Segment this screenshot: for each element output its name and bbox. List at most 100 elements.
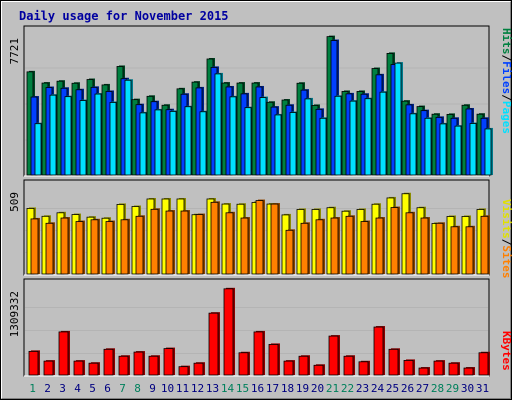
bar-sites-5	[90, 219, 99, 275]
bar-pages-14	[229, 96, 237, 176]
bar-kbytes-20	[313, 364, 324, 376]
bar-sites-28	[435, 222, 444, 275]
x-tick-label: 2	[44, 382, 51, 395]
x-tick-label: 31	[476, 382, 489, 395]
x-tick-label: 1	[29, 382, 36, 395]
bar-pages-7	[124, 79, 132, 176]
legend-sites-visits-part: Sites	[500, 245, 512, 278]
bar-pages-30	[469, 123, 477, 176]
bar-pages-25	[394, 62, 402, 176]
legend-pages-files-hits-part: Files	[500, 61, 512, 94]
x-tick-label: 15	[236, 382, 249, 395]
legend-pages-files-hits-part: /	[500, 94, 512, 101]
bar-kbytes-8	[133, 351, 144, 376]
panel-2-ymax-label: 1309332	[8, 291, 21, 337]
x-tick-label: 18	[281, 382, 294, 395]
chart-title: Daily usage for November 2015	[19, 9, 229, 23]
x-tick-label: 24	[371, 382, 385, 395]
bar-pages-19	[304, 98, 312, 176]
bar-pages-16	[259, 97, 267, 176]
panel-0-ymax-label: 7721	[8, 38, 21, 65]
bar-kbytes-22	[343, 355, 354, 376]
bar-sites-1	[30, 218, 39, 275]
bar-kbytes-14	[223, 288, 234, 376]
bar-sites-11	[180, 210, 189, 275]
bar-kbytes-5	[88, 362, 99, 376]
x-tick-label: 25	[386, 382, 399, 395]
bar-pages-26	[409, 113, 417, 176]
legend-sites-visits: Visits/Sites	[500, 199, 512, 279]
bar-pages-2	[49, 94, 57, 176]
bar-kbytes-2	[43, 360, 54, 376]
x-tick-label: 16	[251, 382, 264, 395]
bar-sites-31	[480, 215, 489, 275]
bar-kbytes-31	[478, 352, 489, 376]
bar-pages-1	[34, 123, 42, 176]
bar-sites-8	[135, 215, 144, 275]
bar-kbytes-17	[268, 344, 279, 376]
x-tick-label: 7	[119, 382, 126, 395]
bar-sites-16	[255, 200, 264, 275]
x-tick-label: 30	[461, 382, 474, 395]
bar-kbytes-13	[208, 312, 219, 376]
bar-pages-10	[169, 111, 177, 176]
x-tick-label: 9	[149, 382, 156, 395]
x-tick-label: 3	[59, 382, 66, 395]
bar-kbytes-15	[238, 352, 249, 376]
legend-pages-files-hits: Hits/Files/Pages	[500, 28, 512, 134]
bar-pages-3	[64, 96, 72, 176]
bar-kbytes-23	[358, 361, 369, 376]
bar-kbytes-24	[373, 326, 384, 376]
x-tick-label: 4	[74, 382, 81, 395]
panel-1-ymax-label: 509	[8, 192, 21, 212]
bar-pages-6	[109, 102, 117, 176]
x-tick-label: 22	[341, 382, 354, 395]
bar-pages-18	[289, 112, 297, 176]
bar-pages-29	[454, 125, 462, 176]
bar-kbytes-16	[253, 331, 264, 376]
bar-kbytes-19	[298, 355, 309, 376]
legend-pages-files-hits-part: Pages	[500, 101, 512, 134]
bar-pages-24	[379, 91, 387, 176]
x-tick-label: 6	[104, 382, 111, 395]
bar-pages-22	[349, 100, 357, 176]
bar-sites-30	[465, 226, 474, 275]
bar-kbytes-9	[148, 355, 159, 376]
bar-sites-7	[120, 219, 129, 275]
x-tick-label: 17	[266, 382, 279, 395]
x-tick-label: 26	[401, 382, 414, 395]
bar-kbytes-18	[283, 360, 294, 376]
bar-sites-22	[345, 215, 354, 275]
bar-pages-8	[139, 112, 147, 176]
legend-kbytes-part: KBytes	[500, 331, 512, 371]
bar-sites-10	[165, 210, 174, 275]
bar-sites-18	[285, 229, 294, 275]
bar-sites-15	[240, 217, 249, 275]
x-tick-label: 11	[176, 382, 189, 395]
x-tick-label: 27	[416, 382, 429, 395]
bar-sites-6	[105, 221, 114, 275]
bar-pages-21	[334, 95, 342, 176]
x-tick-label: 13	[206, 382, 219, 395]
x-tick-label: 19	[296, 382, 309, 395]
bar-pages-20	[319, 117, 327, 176]
bar-sites-20	[315, 219, 324, 275]
bar-kbytes-25	[388, 348, 399, 376]
bar-pages-28	[439, 123, 447, 176]
bar-kbytes-26	[403, 360, 414, 376]
x-tick-label: 12	[191, 382, 204, 395]
legend-sites-visits-part: /	[500, 239, 512, 246]
bar-pages-12	[199, 111, 207, 176]
bar-sites-4	[75, 221, 84, 275]
bar-pages-15	[244, 107, 252, 176]
bar-pages-4	[79, 100, 87, 176]
bar-sites-17	[270, 203, 279, 275]
bar-kbytes-29	[448, 362, 459, 376]
x-tick-label: 28	[431, 382, 444, 395]
x-tick-label: 8	[134, 382, 141, 395]
bar-kbytes-10	[163, 348, 174, 376]
bar-pages-17	[274, 114, 282, 176]
bar-pages-31	[484, 128, 492, 176]
